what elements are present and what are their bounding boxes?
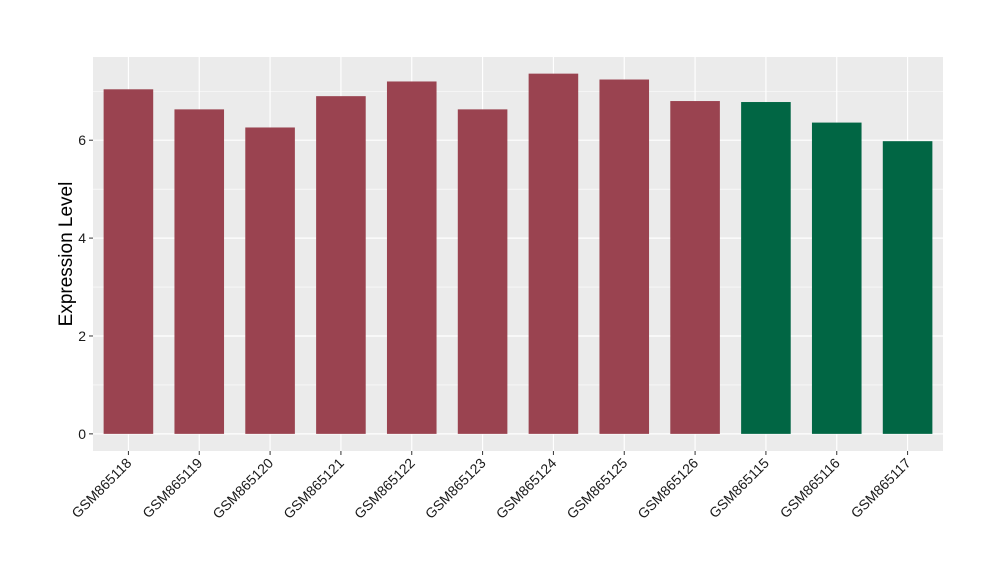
x-axis: GSM865118 GSM865119 GSM865120 GSM865121 GSM8… xyxy=(68,451,914,522)
bar-GSM865116 xyxy=(811,122,862,434)
x-tick-label: GSM865119 xyxy=(139,455,205,521)
x-tick-label: GSM865124 xyxy=(493,455,560,522)
bar-GSM865119 xyxy=(174,109,225,434)
minor-gridlines xyxy=(93,90,943,386)
y-tick-label: 4 xyxy=(78,230,86,246)
y-axis-title: Expression Level xyxy=(56,182,77,327)
x-tick-label: GSM865118 xyxy=(68,455,134,521)
bar-GSM865126 xyxy=(670,101,720,434)
y-tick-label: 0 xyxy=(78,426,86,442)
bar-GSM865125 xyxy=(599,79,650,434)
x-tick-label: GSM865120 xyxy=(209,455,276,522)
x-tick-label: GSM865125 xyxy=(563,455,630,522)
x-tick-label: GSM865123 xyxy=(422,455,489,522)
bar-GSM865123 xyxy=(457,109,508,434)
bar-GSM865117 xyxy=(882,141,933,434)
y-tick-label: 2 xyxy=(78,328,86,344)
bar-GSM865118 xyxy=(103,89,154,434)
bar-GSM865122 xyxy=(386,81,437,434)
y-axis: 0 2 4 6 xyxy=(78,132,93,442)
x-tick-label: GSM865126 xyxy=(634,455,701,522)
x-tick-label: GSM865117 xyxy=(848,455,914,521)
x-tick-label: GSM865122 xyxy=(351,455,418,522)
y-tick-label: 6 xyxy=(78,132,86,148)
bar-GSM865120 xyxy=(245,127,295,434)
bar-GSM865115 xyxy=(741,102,791,434)
plot-panel xyxy=(93,57,943,451)
x-tick-label: GSM865115 xyxy=(706,455,772,521)
x-tick-label: GSM865121 xyxy=(280,455,347,522)
bar-GSM865121 xyxy=(316,96,366,434)
x-tick-label: GSM865116 xyxy=(777,455,843,521)
bars xyxy=(103,73,933,434)
bar-GSM865124 xyxy=(528,73,579,434)
